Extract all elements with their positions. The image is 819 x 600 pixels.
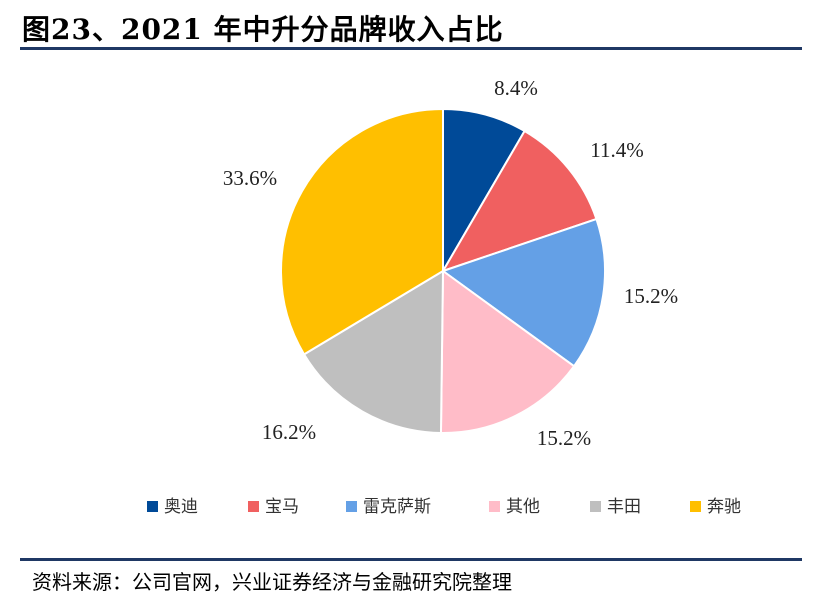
source-divider — [20, 558, 802, 561]
legend-label-5: 丰田 — [607, 497, 641, 517]
data-label-2: 11.4% — [590, 138, 643, 162]
pie-slice-6 — [280, 107, 444, 356]
legend-label-4: 其他 — [506, 497, 540, 517]
legend-label-2: 宝马 — [265, 497, 299, 517]
legend-swatch-3 — [346, 501, 357, 512]
pie-slice-4 — [439, 269, 576, 434]
legend-swatch-2 — [248, 501, 259, 512]
pie-slice-3 — [440, 217, 606, 368]
legend-swatch-5 — [590, 501, 601, 512]
data-label-6: 33.6% — [223, 166, 277, 190]
legend-label-3: 雷克萨斯 — [363, 497, 431, 517]
legend-label-6: 奔驰 — [707, 497, 741, 517]
pie-slice-2 — [440, 129, 598, 273]
legend-swatch-4 — [489, 501, 500, 512]
legend-swatch-1 — [147, 501, 158, 512]
legend: 奥迪 宝马 雷克萨斯 其他 丰田 奔驰 — [147, 497, 741, 517]
legend-swatch-6 — [690, 501, 701, 512]
legend-label-1: 奥迪 — [164, 497, 198, 517]
title-divider — [20, 47, 802, 50]
data-label-5: 16.2% — [262, 420, 316, 444]
pie-slice-5 — [302, 269, 445, 435]
pie-slice-1 — [442, 107, 526, 275]
data-label-1: 8.4% — [494, 76, 538, 100]
page-title: 图23、2021 年中升分品牌收入占比 — [22, 13, 504, 46]
data-labels: 8.4% 11.4% 15.2% 15.2% 16.2% 33.6% — [223, 76, 678, 450]
data-label-3: 15.2% — [624, 284, 678, 308]
data-label-4: 15.2% — [537, 426, 591, 450]
source-note: 资料来源：公司官网，兴业证券经济与金融研究院整理 — [32, 570, 512, 594]
pie-slices — [280, 107, 606, 435]
